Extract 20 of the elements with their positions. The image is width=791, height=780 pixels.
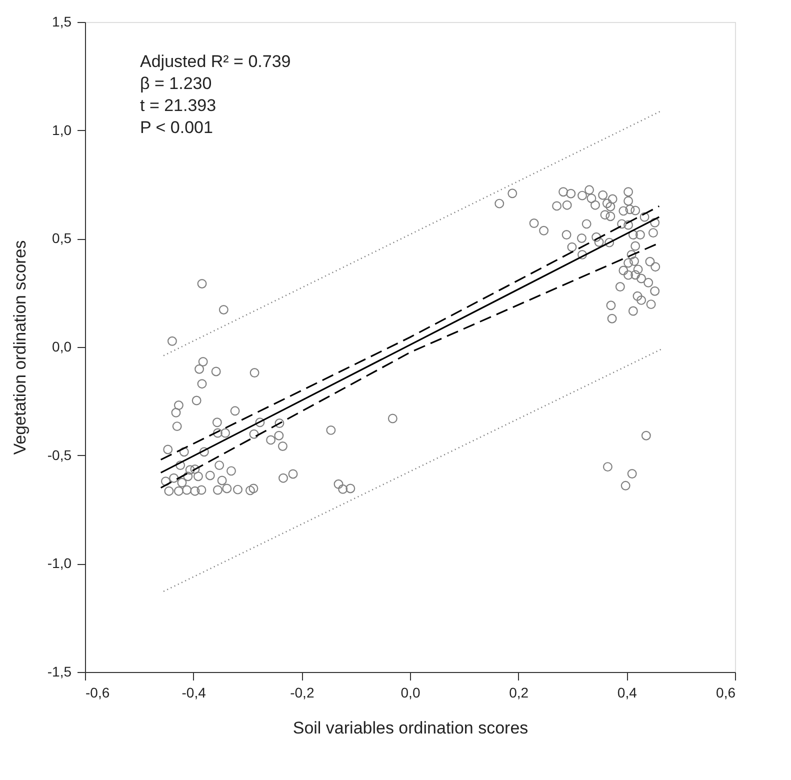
x-tick-label: 0,2 [509, 684, 529, 700]
y-tick-label: 1,5 [52, 14, 72, 30]
annotation: β = 1.230 [140, 74, 212, 93]
y-tick-label: -1,0 [47, 555, 72, 572]
y-tick-label: -1,5 [47, 664, 72, 680]
annotation: t = 21.393 [140, 96, 216, 115]
annotation: P < 0.001 [140, 118, 213, 137]
x-tick-label: -0,6 [86, 684, 110, 700]
y-tick-label: 0,5 [52, 230, 72, 246]
x-tick-label: -0,2 [290, 684, 314, 700]
annotation: Adjusted R² = 0.739 [140, 52, 291, 71]
x-axis-title: Soil variables ordination scores [292, 718, 528, 738]
x-tick-label: 0,0 [400, 684, 420, 700]
x-tick-label: 0,4 [617, 684, 638, 700]
x-tick-label: 0,6 [716, 684, 736, 700]
y-tick-label: -0,5 [47, 446, 72, 463]
y-tick-label: 1,0 [52, 122, 72, 138]
y-axis-title: Vegetation ordination scores [10, 240, 30, 455]
x-tick-label: -0,4 [182, 684, 206, 700]
y-tick-label: 0,0 [52, 338, 72, 354]
